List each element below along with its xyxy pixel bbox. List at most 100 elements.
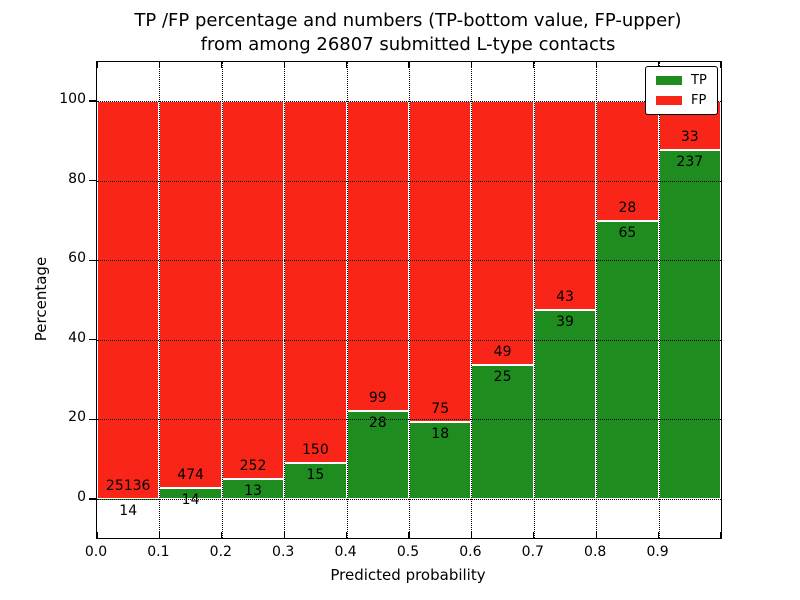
x-tick-label: 0.5 (396, 544, 420, 560)
x-tick-top (96, 62, 98, 68)
grid-line-horizontal (97, 180, 721, 182)
y-tick-left (88, 100, 96, 102)
tp-count-label: 28 (368, 415, 387, 432)
bar-tp-segment (409, 421, 472, 499)
tp-count-label: 25 (493, 368, 512, 385)
x-tick-label: 0.7 (521, 544, 544, 560)
tp-count-label: 13 (244, 483, 262, 500)
x-tick-top (533, 62, 535, 68)
grid-line-vertical (284, 62, 286, 538)
legend-entry-label: FP (691, 93, 707, 108)
legend-entry-label: TP (691, 73, 707, 88)
grid-line-vertical (596, 62, 598, 538)
x-tick-top (158, 62, 160, 68)
x-tick-label: 0.3 (272, 544, 295, 560)
tp-legend-swatch (656, 76, 682, 85)
grid-line-vertical (221, 62, 223, 538)
x-tick-label: 0.9 (646, 544, 669, 560)
grid-line-horizontal (97, 101, 721, 102)
grid-line-vertical (159, 62, 161, 538)
bar-tp-segment (658, 149, 721, 499)
bar-fp-segment (346, 101, 409, 412)
grid-line-horizontal (97, 339, 721, 341)
grid-line-vertical (658, 62, 660, 538)
x-tick-top (221, 62, 223, 68)
x-tick-label: 0.8 (584, 544, 607, 560)
fp-count-label: 252 (239, 458, 267, 475)
fp-count-label: 28 (618, 199, 637, 216)
legend: TP FP (645, 66, 718, 115)
x-tick-bottom (158, 532, 160, 538)
x-tick-bottom (720, 532, 722, 538)
grid-line-vertical (346, 62, 348, 538)
y-tick-label: 80 (68, 170, 86, 187)
fp-count-label: 474 (177, 466, 204, 483)
bar-fp-segment (409, 101, 472, 422)
fp-count-label: 33 (680, 128, 699, 145)
y-tick-label: 40 (68, 329, 86, 346)
x-axis-label: Predicted probability (330, 566, 486, 584)
fp-count-label: 43 (556, 288, 574, 305)
y-axis-label: Percentage (32, 256, 50, 342)
bar-tp-segment (596, 220, 659, 499)
y-tick-left (88, 339, 96, 341)
tp-count-label: 15 (306, 466, 325, 483)
grid-line-vertical (471, 62, 473, 538)
fp-count-label: 49 (493, 343, 512, 360)
x-tick-bottom (283, 532, 285, 538)
chart-title-line2: from among 26807 submitted L-type contac… (200, 34, 616, 55)
grid-line-horizontal (97, 260, 721, 262)
x-tick-bottom (533, 532, 535, 538)
legend-entry: TP (656, 74, 707, 87)
bar-fp-segment (596, 101, 659, 221)
y-tick-label: 0 (77, 488, 86, 505)
bar-fp-segment (159, 101, 222, 488)
y-tick-left (88, 418, 96, 420)
fp-count-label: 75 (431, 400, 450, 417)
bar-tp-segment (284, 462, 347, 499)
x-tick-bottom (470, 532, 472, 538)
tp-count-label: 39 (556, 313, 574, 330)
x-tick-top (658, 62, 660, 68)
legend-entry: FP (656, 94, 707, 107)
y-tick-left (88, 180, 96, 182)
tp-count-label: 237 (676, 153, 704, 170)
x-tick-bottom (221, 532, 223, 538)
x-tick-top (408, 62, 410, 68)
bar-tp-segment (471, 364, 534, 499)
x-tick-bottom (595, 532, 597, 538)
grid-line-vertical (533, 62, 535, 538)
bar-fp-segment (471, 101, 534, 365)
bar-tp-segment (533, 309, 597, 499)
x-tick-top (346, 62, 348, 68)
plot-area: 25136 14 474 14 252 13 150 15 99 28 75 18 49 25 43 39 28… (88, 61, 722, 539)
tp-count-label: 18 (431, 425, 450, 442)
tp-count-label: 14 (181, 491, 200, 508)
x-tick-label: 0.4 (334, 544, 357, 560)
tp-count-label: 14 (119, 502, 138, 519)
x-tick-bottom (96, 532, 98, 538)
x-tick-label: 0.1 (147, 544, 170, 560)
grid-line-horizontal (97, 419, 721, 421)
chart-title-line1: TP /FP percentage and numbers (TP-bottom… (134, 10, 682, 31)
y-tick-label: 100 (59, 91, 86, 107)
x-tick-bottom (408, 532, 410, 538)
x-tick-bottom (658, 532, 660, 538)
x-tick-label: 0.2 (209, 544, 232, 560)
fp-count-label: 25136 (105, 477, 151, 494)
tp-count-label: 65 (618, 224, 637, 241)
y-tick-label: 60 (68, 250, 86, 267)
bar-fp-segment (533, 101, 597, 310)
grid-line-horizontal (97, 498, 721, 500)
fp-count-label: 150 (302, 441, 329, 458)
x-tick-top (720, 62, 722, 68)
y-tick-left (88, 259, 96, 261)
x-tick-top (470, 62, 472, 68)
x-tick-top (595, 62, 597, 68)
bar-fp-segment (97, 101, 160, 499)
bar-fp-segment (221, 101, 285, 480)
fp-count-label: 99 (368, 390, 387, 407)
chart-title: TP /FP percentage and numbers (TP-bottom… (96, 9, 720, 57)
grid-line-vertical (409, 62, 410, 538)
